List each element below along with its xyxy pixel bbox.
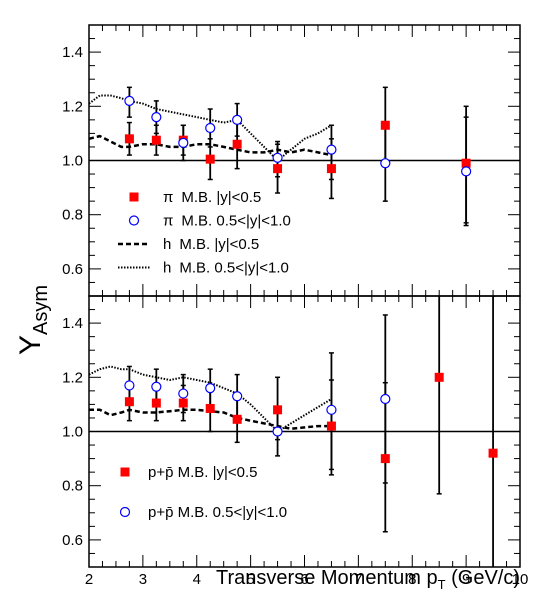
top-series-1-point xyxy=(205,122,216,134)
bottom-legend: p+p̄ M.B. |y|<0.5 p+p̄ M.B. 0.5<|y|<1.0 xyxy=(119,464,287,521)
top-legend-symbol: h xyxy=(163,260,171,277)
top-y-tick-label: 1.4 xyxy=(62,44,83,61)
bottom-series-0-point xyxy=(434,372,444,382)
bottom-y-tick-label: 1.0 xyxy=(62,424,83,441)
bottom-legend-label: p+p̄ M.B. 0.5<|y|<1.0 xyxy=(148,504,287,521)
x-axis-title: Transverse Momentum pT (GeV/c) xyxy=(216,567,520,592)
x-axis-title-sub: T xyxy=(438,577,446,592)
bottom-y-tick-label: 1.2 xyxy=(62,369,83,386)
y-axis-title-sub: Asym xyxy=(30,285,52,335)
bottom-legend-marker-circle xyxy=(119,506,131,518)
top-legend-symbol: π xyxy=(163,213,173,230)
bottom-x-tick-label: 7 xyxy=(354,571,362,588)
top-legend-marker-circle xyxy=(128,215,140,226)
bottom-series-0-point xyxy=(205,403,215,413)
bottom-series-0-point xyxy=(124,397,134,407)
top-legend-text: M.B. 0.5<|y|<1.0 xyxy=(181,213,291,230)
top-legend-label: π M.B. 0.5<|y|<1.0 xyxy=(163,213,291,230)
top-series-1-point xyxy=(124,95,135,106)
top-legend-marker-square xyxy=(129,192,139,202)
bottom-x-tick-label: 4 xyxy=(193,571,201,588)
bottom-series-0-point xyxy=(178,398,188,408)
top-series-1-point xyxy=(326,144,337,155)
top-legend-label: h M.B. |y|<0.5 xyxy=(163,236,259,253)
x-axis-title-unit: (GeV/c) xyxy=(446,567,520,589)
top-series-1-point xyxy=(461,166,472,177)
y-axis-title-main: Y xyxy=(14,335,47,355)
bottom-panel: 0.6 0.8 1.0 1.2 1.4 2 3 4 5 6 7 8 9 10 p+p̄ M.B. |y|<0… xyxy=(62,295,529,588)
top-panel: 0.6 0.8 1.0 1.2 1.4 π M.B. |y|<0.5 π M.B. 0.5<|y… xyxy=(62,24,521,297)
top-plot-area xyxy=(89,86,472,227)
top-series-1-point xyxy=(151,112,162,123)
bottom-legend-text: p+p̄ M.B. 0.5<|y|<1.0 xyxy=(148,504,287,521)
bottom-series-0-point xyxy=(273,405,283,415)
bottom-series-0-point xyxy=(232,414,242,424)
bottom-series-0-point xyxy=(151,398,161,408)
bottom-x-tick-label: 3 xyxy=(139,571,147,588)
top-y-tick-label: 1.0 xyxy=(62,153,83,170)
bottom-x-tick-label: 6 xyxy=(300,571,308,588)
bottom-series-1-point xyxy=(124,380,135,391)
top-y-tick-label: 1.2 xyxy=(62,98,83,115)
top-series-0-point xyxy=(124,134,134,144)
bottom-series-1-point xyxy=(178,388,189,399)
bottom-legend-marker-square xyxy=(120,467,130,477)
bottom-series-1-point xyxy=(380,393,391,405)
bottom-series-1-point xyxy=(272,426,283,437)
top-series-0-point xyxy=(151,135,161,145)
top-series-0-point xyxy=(380,120,390,130)
top-series-0-point xyxy=(273,164,283,174)
top-series-0-point xyxy=(232,139,242,149)
bottom-y-tick-label: 0.8 xyxy=(62,478,83,495)
top-legend: π M.B. |y|<0.5 π M.B. 0.5<|y|<1.0 h M.B. |y|<… xyxy=(118,189,291,277)
top-series-1-point xyxy=(232,114,243,125)
top-legend-label: h M.B. 0.5<|y|<1.0 xyxy=(163,260,289,277)
bottom-series-2-line xyxy=(89,408,332,431)
bottom-series-1-point xyxy=(151,381,162,392)
bottom-y-tick-label: 1.4 xyxy=(62,315,83,332)
bottom-x-tick-label: 2 xyxy=(85,571,93,588)
bottom-y-tick-label: 0.6 xyxy=(62,532,83,549)
top-y-tick-label: 0.8 xyxy=(62,207,83,224)
top-legend-symbol: h xyxy=(163,236,171,253)
top-legend-text: M.B. |y|<0.5 xyxy=(179,236,259,253)
bottom-series-0-point xyxy=(488,448,498,458)
bottom-legend-text: p+p̄ M.B. |y|<0.5 xyxy=(148,464,258,481)
top-series-0-point xyxy=(326,164,336,174)
top-legend-text: M.B. 0.5<|y|<1.0 xyxy=(179,260,289,277)
top-legend-text: M.B. |y|<0.5 xyxy=(181,189,261,206)
y-axis-title: YAsym xyxy=(14,285,52,355)
bottom-x-tick-label: 8 xyxy=(408,571,416,588)
top-legend-label: π M.B. |y|<0.5 xyxy=(163,189,261,206)
x-axis-title-main: Transverse Momentum p xyxy=(216,567,438,589)
top-series-3-line xyxy=(89,94,332,162)
top-y-tick-label: 0.6 xyxy=(62,261,83,278)
bottom-series-1-point xyxy=(205,383,216,394)
top-series-0-point xyxy=(205,154,215,164)
top-series-1-point xyxy=(178,137,189,148)
bottom-plot-area xyxy=(89,296,498,567)
top-series-0-point xyxy=(461,158,471,168)
bottom-x-tick-label: 10 xyxy=(512,571,529,588)
top-legend-symbol: π xyxy=(163,189,173,206)
bottom-legend-label: p+p̄ M.B. |y|<0.5 xyxy=(148,464,258,481)
bottom-series-0-point xyxy=(380,454,390,464)
bottom-x-tick-label: 5 xyxy=(246,571,254,588)
top-series-1-point xyxy=(272,152,283,163)
bottom-series-1-point xyxy=(232,391,243,402)
top-series-1-point xyxy=(380,158,391,169)
bottom-series-3-line xyxy=(89,365,332,433)
bottom-series-0-point xyxy=(326,421,336,431)
bottom-series-1-point xyxy=(326,404,337,415)
bottom-x-tick-label: 9 xyxy=(462,571,470,588)
